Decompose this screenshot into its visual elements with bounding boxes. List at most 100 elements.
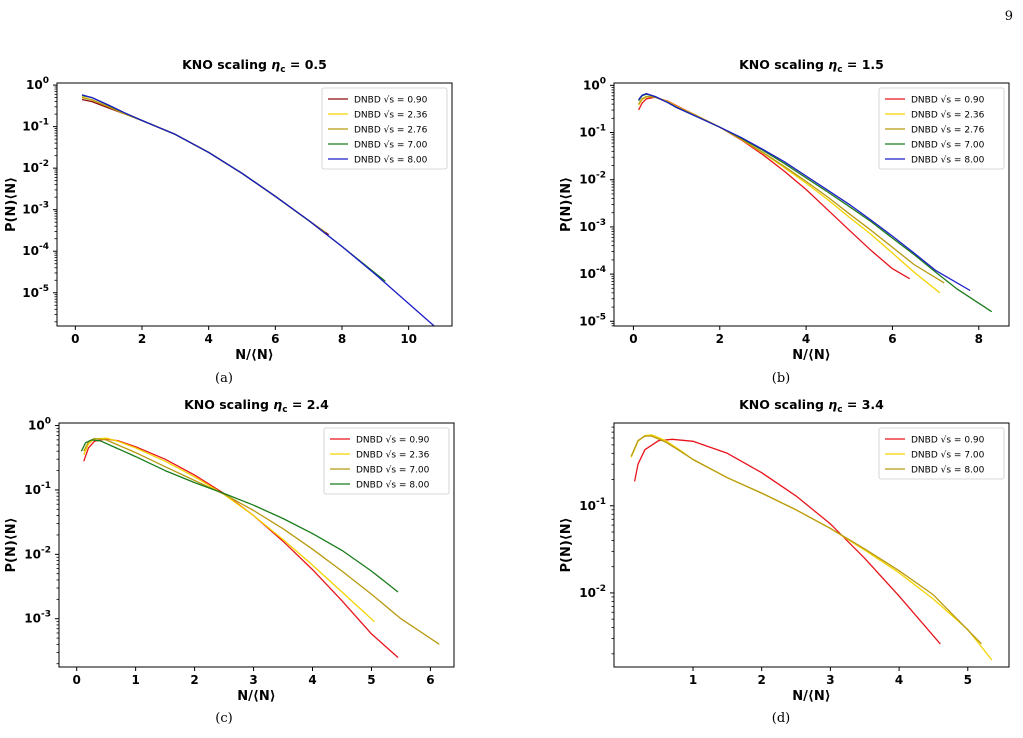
- chart-a-xtick-label-5: 10: [400, 332, 417, 346]
- chart-a-legend-label-2: DNBD √s = 2.76: [354, 125, 428, 136]
- chart-b-ytick-label-4: 10-4: [579, 265, 606, 281]
- chart-d-ytick-label-1: 10-2: [579, 584, 606, 600]
- chart-d-xtick-label-2: 3: [826, 673, 834, 687]
- chart-c-legend-label-0: DNBD √s = 0.90: [356, 435, 430, 446]
- chart-c-ytick-label-3: 10-3: [24, 610, 51, 626]
- chart-a-xtick-label-3: 6: [271, 332, 279, 346]
- chart-a-series-line-0: [81, 98, 330, 236]
- chart-a-svg: 0 2 4 6 8 10 100 10-1 10-2 10-3 10-4 10-5 N/⟨N⟩ P(N)⟨…: [4, 57, 453, 363]
- chart-c-ytick-label-2: 10-2: [24, 545, 51, 561]
- chart-c-legend: [323, 427, 450, 495]
- chart-c-xtick-label-2: 2: [190, 673, 198, 687]
- chart-d-legend-label-2: DNBD √s = 8.00: [911, 465, 985, 476]
- chart-a-legend-label-0: DNBD √s = 0.90: [354, 95, 428, 106]
- chart-c-xtick-label-5: 5: [367, 673, 375, 687]
- chart-panel-c: 0 1 2 3 4 5 6 100 10-1 10-2 10-3 N/⟨N⟩ P(N)⟨N⟩ KNO sc…: [0, 388, 470, 704]
- chart-b-series-line-2: [638, 95, 945, 284]
- chart-a-series-line-2: [81, 96, 326, 234]
- chart-c-legend-label-3: DNBD √s = 8.00: [356, 480, 430, 491]
- chart-c-svg: 0 1 2 3 4 5 6 100 10-1 10-2 10-3 N/⟨N⟩ P(N)⟨N⟩ KNO sc…: [4, 397, 455, 704]
- chart-d-series-line-2: [630, 435, 982, 645]
- chart-a-ytick-label-1: 10-1: [22, 118, 49, 134]
- chart-b-ytick-label-3: 10-3: [579, 218, 606, 234]
- chart-a-legend-label-4: DNBD √s = 8.00: [354, 155, 428, 166]
- chart-c-title: KNO scaling ηc = 2.4: [184, 397, 329, 415]
- chart-d-xlabel: N/⟨N⟩: [792, 689, 830, 704]
- chart-b-ytick-label-5: 10-5: [579, 312, 606, 328]
- chart-c-legend-label-1: DNBD √s = 2.36: [356, 450, 430, 461]
- chart-d-xtick-label-3: 4: [895, 673, 903, 687]
- chart-b-xtick-label-4: 8: [975, 332, 983, 346]
- chart-c-series-line-2: [83, 437, 440, 645]
- chart-a-xtick-label-1: 2: [138, 332, 146, 346]
- chart-c-ylabel: P(N)⟨N⟩: [4, 517, 19, 572]
- chart-a-xtick-label-0: 0: [71, 332, 79, 346]
- chart-c-legend-label-2: DNBD √s = 7.00: [356, 465, 430, 476]
- chart-c-xtick-label-0: 0: [73, 673, 81, 687]
- chart-d-xtick-label-0: 1: [689, 673, 697, 687]
- chart-d-title: KNO scaling ηc = 3.4: [739, 397, 884, 415]
- chart-c-lines: [80, 437, 440, 658]
- chart-d-legend-label-1: DNBD √s = 7.00: [911, 450, 985, 461]
- chart-b-ytick-label-0: 100: [583, 76, 606, 92]
- chart-b-xtick-label-0: 0: [629, 332, 637, 346]
- chart-b-series-line-0: [638, 96, 911, 280]
- chart-a-ylabel: P(N)⟨N⟩: [4, 177, 19, 232]
- chart-b-svg: 0 2 4 6 8 100 10-1 10-2 10-3 10-4 10-5 N/⟨N⟩ P(N)⟨N⟩…: [559, 57, 1010, 363]
- chart-c-frame: [58, 422, 455, 668]
- chart-b-legend-label-2: DNBD √s = 2.76: [911, 125, 985, 136]
- chart-b-ytick-label-2: 10-2: [579, 171, 606, 187]
- chart-c-series-line-3: [80, 439, 399, 593]
- chart-c-ytick-label-1: 10-1: [24, 481, 51, 497]
- chart-b-xtick-label-3: 6: [888, 332, 896, 346]
- chart-d-series-line-0: [633, 438, 941, 645]
- chart-c-xtick-label-3: 3: [249, 673, 257, 687]
- chart-d-legend-label-0: DNBD √s = 0.90: [911, 435, 985, 446]
- chart-panel-a: 0 2 4 6 8 10 100 10-1 10-2 10-3 10-4 10-5 N/⟨N⟩ P(N)⟨…: [0, 48, 470, 363]
- chart-d-lines: [630, 434, 993, 661]
- chart-a-legend-label-3: DNBD √s = 7.00: [354, 140, 428, 151]
- chart-a-legend-label-1: DNBD √s = 2.36: [354, 110, 428, 121]
- chart-c-xtick-label-1: 1: [131, 673, 139, 687]
- chart-d-svg: 1 2 3 4 5 10-1 10-2 N/⟨N⟩ P(N)⟨N⟩ KNO scaling ηc …: [559, 397, 1010, 704]
- chart-a-series-line-1: [81, 96, 326, 234]
- chart-b-ylabel: P(N)⟨N⟩: [559, 177, 574, 232]
- caption-a: (a): [215, 371, 233, 386]
- chart-panel-b: 0 2 4 6 8 100 10-1 10-2 10-3 10-4 10-5 N/⟨N⟩ P(N)⟨N⟩…: [555, 48, 1023, 363]
- chart-b-legend-label-0: DNBD √s = 0.90: [911, 95, 985, 106]
- caption-d: (d): [771, 711, 791, 726]
- chart-b-lines: [638, 92, 993, 313]
- chart-d-ytick-label-0: 10-1: [579, 497, 606, 513]
- chart-a-ytick-label-5: 10-5: [22, 284, 49, 300]
- chart-b-series-line-4: [638, 92, 971, 292]
- chart-a-ytick-label-4: 10-4: [22, 242, 49, 258]
- caption-c: (c): [215, 711, 233, 726]
- chart-b-legend: [878, 87, 1005, 170]
- chart-b-xtick-label-1: 2: [716, 332, 724, 346]
- chart-b-title: KNO scaling ηc = 1.5: [739, 57, 884, 75]
- chart-d-ylabel: P(N)⟨N⟩: [559, 517, 574, 572]
- chart-a-xlabel: N/⟨N⟩: [235, 348, 273, 363]
- chart-a-frame: [56, 82, 453, 327]
- chart-b-legend-label-3: DNBD √s = 7.00: [911, 140, 985, 151]
- chart-b-xtick-label-2: 4: [802, 332, 810, 346]
- chart-b-xlabel: N/⟨N⟩: [792, 348, 830, 363]
- chart-d-xtick-label-4: 5: [964, 673, 972, 687]
- chart-c-xtick-label-4: 4: [308, 673, 316, 687]
- chart-a-title: KNO scaling ηc = 0.5: [182, 57, 327, 75]
- chart-b-legend-label-4: DNBD √s = 8.00: [911, 155, 985, 166]
- chart-d-frame: [613, 422, 1010, 668]
- chart-a-ytick-label-0: 100: [26, 76, 49, 92]
- chart-panel-d: 1 2 3 4 5 10-1 10-2 N/⟨N⟩ P(N)⟨N⟩ KNO scaling ηc …: [555, 388, 1023, 704]
- chart-a-lines: [81, 94, 436, 326]
- chart-b-ytick-label-1: 10-1: [579, 124, 606, 140]
- chart-a-ytick-label-2: 10-2: [22, 159, 49, 175]
- chart-c-xlabel: N/⟨N⟩: [237, 689, 275, 704]
- chart-a-series-line-4: [81, 94, 436, 326]
- chart-a-xtick-label-2: 4: [204, 332, 212, 346]
- chart-d-xtick-label-1: 2: [758, 673, 766, 687]
- chart-a-legend: [321, 87, 448, 170]
- chart-a-xtick-label-4: 8: [338, 332, 346, 346]
- chart-a-ytick-label-3: 10-3: [22, 201, 49, 217]
- chart-c-xtick-label-6: 6: [426, 673, 434, 687]
